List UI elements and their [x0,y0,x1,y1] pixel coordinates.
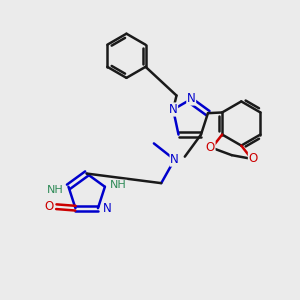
Text: N: N [187,92,196,105]
Text: O: O [44,200,54,213]
Text: N: N [169,103,178,116]
Text: O: O [248,152,258,165]
Text: NH: NH [110,180,127,190]
Text: N: N [170,153,179,166]
Text: NH: NH [46,185,63,195]
Text: O: O [206,141,215,154]
Text: N: N [103,202,112,215]
